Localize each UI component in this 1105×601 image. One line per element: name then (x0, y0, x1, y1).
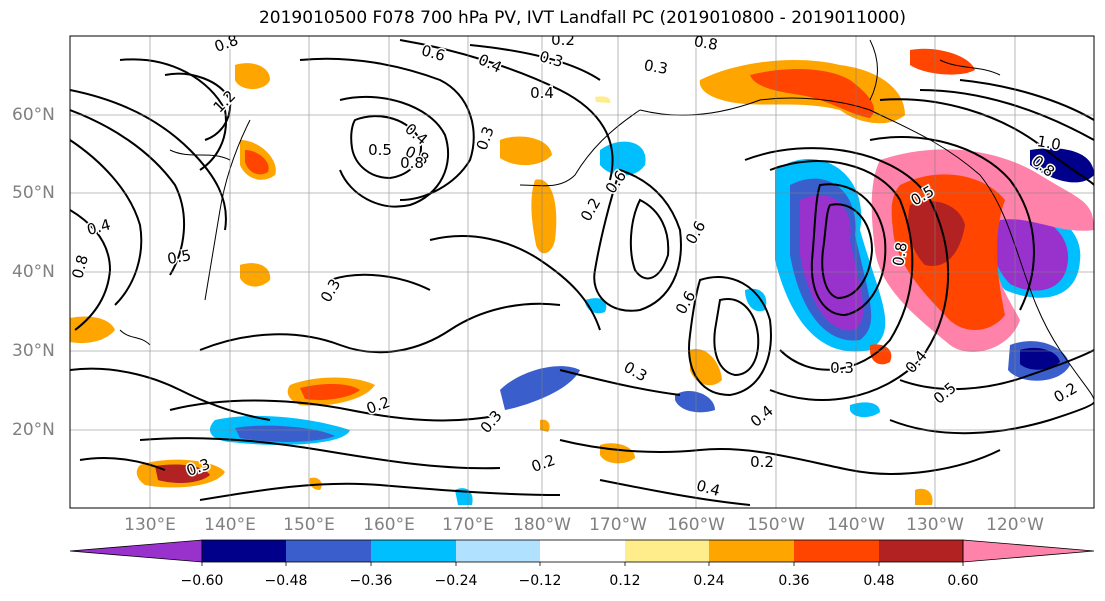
positive-anomaly-shading (70, 48, 1094, 505)
shading-blob (245, 150, 269, 175)
shading-blob (908, 201, 965, 266)
shading-blob (690, 349, 722, 386)
shading-blob (750, 68, 874, 118)
shading-blob (850, 402, 880, 418)
shading-blob (915, 488, 933, 505)
colorbar-segment (879, 540, 963, 562)
shading-blob (531, 179, 557, 254)
contour-label: 0.3 (830, 359, 854, 377)
pv-contours (70, 39, 1094, 506)
shading-blob (675, 390, 715, 413)
colorbar-tick-label: 0.48 (863, 573, 895, 589)
lon-label: 130°W (906, 515, 964, 535)
colorbar-segment (456, 540, 540, 562)
contour-label: 1.0 (1036, 132, 1063, 154)
colorbar-tick-label: 0.36 (778, 573, 810, 589)
colorbar-segment (371, 540, 456, 562)
lon-label: 140°E (204, 515, 256, 535)
shading-blob (595, 96, 611, 103)
contour-label: 0.5 (166, 246, 193, 268)
lon-label: 160°E (363, 515, 415, 535)
colorbar-segment (709, 540, 794, 562)
colorbar-tick-label: −0.24 (434, 573, 478, 589)
lat-label: 50°N (12, 183, 55, 203)
lon-label: 130°E (124, 515, 176, 535)
lat-label: 60°N (12, 105, 55, 125)
colorbar-tick-label: −0.36 (349, 573, 393, 589)
colorbar-segment (540, 540, 625, 562)
colorbar-tick-label: −0.48 (264, 573, 308, 589)
colorbar-frame (201, 539, 964, 563)
contour-label: 0.8 (400, 154, 424, 172)
colorbar-segment (286, 540, 371, 562)
lon-label: 160°W (667, 515, 725, 535)
shading-blob (1020, 347, 1060, 370)
shading-blob (155, 464, 210, 483)
lon-label: 150°W (747, 515, 805, 535)
colorbar-tick-label: −0.60 (180, 573, 224, 589)
shading-blob (70, 316, 115, 344)
lon-label: 120°W (986, 515, 1044, 535)
colorbar-extend-low (69, 539, 203, 563)
shading-blob (870, 344, 892, 365)
shading-blob (235, 63, 270, 89)
lon-label: 150°E (283, 515, 335, 535)
colorbar (69, 539, 1095, 566)
colorbar-tick-label: 0.60 (947, 573, 979, 589)
contour-label: 0.2 (750, 453, 774, 471)
lon-label: 180°W (513, 515, 571, 535)
shading-blob (500, 366, 580, 410)
shading-blob (745, 288, 767, 312)
graticule (70, 36, 1094, 508)
lon-label: 140°W (827, 515, 885, 535)
colorbar-tick-label: 0.12 (609, 573, 641, 589)
colorbar-segment (625, 540, 709, 562)
map-title: 2019010500 F078 700 hPa PV, IVT Landfall… (258, 8, 906, 28)
colorbar-tick-label: −0.12 (518, 573, 562, 589)
contour-label: 0.5 (368, 141, 392, 159)
map-frame (69, 35, 1095, 509)
shading-blob (500, 136, 552, 166)
contour-label: 0.4 (530, 84, 554, 102)
colorbar-tick-label: 0.24 (693, 573, 725, 589)
lon-label: 170°W (589, 515, 647, 535)
contour-label: 0.8 (693, 32, 720, 54)
lat-label: 20°N (12, 420, 55, 440)
lon-label: 170°E (442, 515, 494, 535)
colorbar-segment (202, 540, 286, 562)
lat-label: 30°N (12, 341, 55, 361)
colorbar-extend-high (962, 539, 1095, 563)
colorbar-segment (794, 540, 879, 562)
contour-label: 0.2 (551, 31, 575, 49)
shading-blob (240, 263, 271, 287)
contour-label: 0.3 (643, 56, 670, 78)
shading-blob (300, 384, 360, 400)
lat-label: 40°N (12, 262, 55, 282)
